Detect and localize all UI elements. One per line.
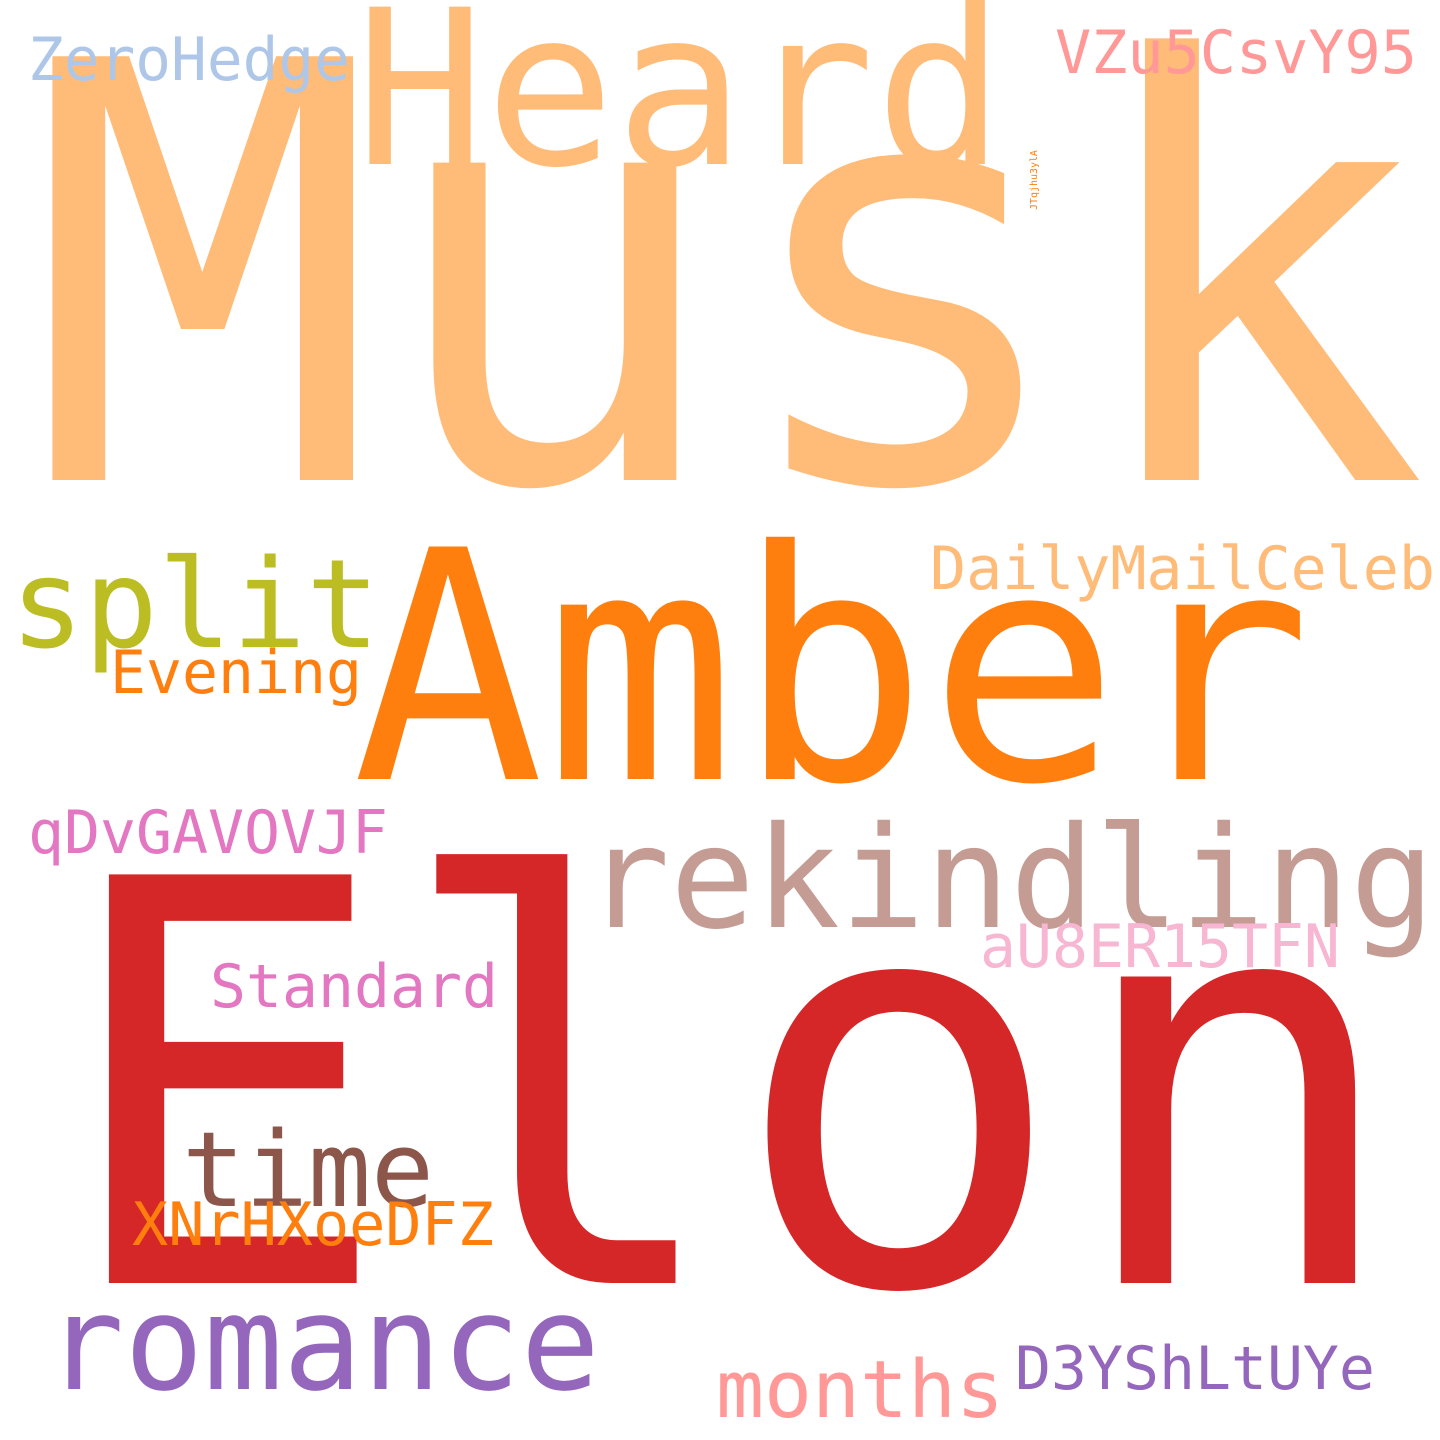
word-amber: Amber bbox=[352, 483, 1312, 855]
word-vzu5csvy95: VZu5CsvY95 bbox=[1055, 17, 1417, 88]
word-au8er15tfn: aU8ER15TFN bbox=[980, 913, 1340, 983]
word-xnrhxoedfz: XNrHXoeDFZ bbox=[132, 1189, 494, 1260]
word-standard: Standard bbox=[210, 953, 498, 1023]
word-musk: Musk bbox=[28, 0, 1428, 619]
word-dailymailceleb: DailyMailCeleb bbox=[930, 534, 1435, 605]
word-jtqjhu3yla: JTqjhu3ylA bbox=[1029, 150, 1040, 210]
word-evening: Evening bbox=[110, 639, 362, 709]
word-romance: romance bbox=[45, 1268, 600, 1422]
word-heard: Heard bbox=[355, 0, 1005, 216]
word-split: split bbox=[10, 532, 380, 676]
word-qdvgavovjf: qDvGAVOVJF bbox=[28, 799, 388, 869]
word-months: months bbox=[716, 1343, 1004, 1437]
word-rekindling: rekindling bbox=[585, 797, 1435, 962]
word-d3yshltuye: D3YShLtUYe bbox=[1015, 1334, 1375, 1404]
word-elon: Elon bbox=[55, 763, 1405, 1416]
word-zerohedge: ZeroHedge bbox=[28, 26, 350, 96]
word-time: time bbox=[182, 1108, 434, 1231]
